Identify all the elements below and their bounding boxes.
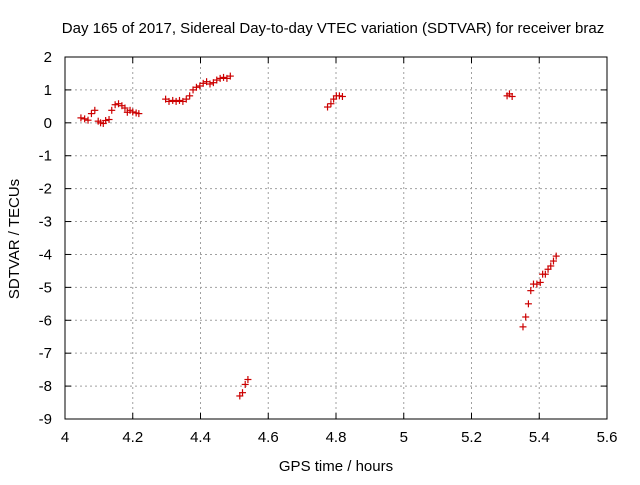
grid-lines [65,57,607,419]
data-point [206,80,214,88]
data-point [216,74,224,82]
data-marks [77,72,560,400]
data-point [519,323,527,331]
data-point [527,287,535,295]
y-tick-label: -6 [39,312,52,329]
y-tick-label: -3 [39,214,52,231]
y-tick-label: -8 [39,378,52,395]
y-tick-label: 0 [44,115,52,132]
data-point [192,83,200,91]
y-axis-label: SDTVAR / TECUs [6,179,23,299]
data-point [241,380,249,388]
data-point [108,106,116,114]
data-point [324,103,332,111]
data-point [547,262,555,270]
data-point [213,76,221,84]
data-point [199,79,207,87]
x-tick-label: 5 [400,429,408,446]
data-point [129,108,137,116]
data-point [338,92,346,100]
x-tick-label: 5.4 [529,429,550,446]
y-tick-label: 1 [44,82,52,99]
data-point [239,389,247,397]
data-point [84,116,92,124]
x-tick-label: 5.2 [461,429,482,446]
plot-frame [64,56,608,420]
data-point [508,92,516,100]
data-point [541,270,549,278]
data-point [186,92,194,100]
data-point [135,110,143,118]
data-point [552,252,560,260]
data-point [81,115,89,123]
data-point [220,73,228,81]
data-point [226,72,234,80]
x-tick-label: 4 [61,429,69,446]
data-point [102,117,110,125]
y-tick-label: -2 [39,181,52,198]
data-point [105,116,113,124]
y-tick-label: -4 [39,246,52,263]
data-point [244,376,252,384]
y-tick-label: -7 [39,345,52,362]
x-tick-label: 4.2 [122,429,143,446]
data-point [77,114,85,122]
x-tick-labels: 4 4.2 4.4 4.6 4.8 5 5.2 5.4 5.6 [61,429,618,446]
data-point [327,100,335,108]
x-tick-label: 4.4 [190,429,211,446]
data-point [524,300,532,308]
data-point [172,97,180,105]
data-point [175,96,183,104]
x-axis-label: GPS time / hours [279,458,393,475]
data-point [165,97,173,105]
y-tick-label: 2 [44,49,52,66]
data-point [549,257,557,265]
data-point [536,278,544,286]
data-point [522,313,530,321]
data-point [182,95,190,103]
x-tick-label: 4.8 [326,429,347,446]
chart-title: Day 165 of 2017, Sidereal Day-to-day VTE… [62,20,604,37]
data-point [87,110,95,118]
data-point [121,104,129,112]
data-point [169,96,177,104]
y-tick-label: -9 [39,411,52,428]
data-point [111,101,119,109]
y-tick-label: -5 [39,279,52,296]
data-point [335,92,343,100]
data-point [91,106,99,114]
data-point [533,280,541,288]
y-tick-labels: 2 1 0 -1 -2 -3 -4 -5 -6 -7 -8 -9 [39,49,52,428]
x-tick-label: 4.6 [258,429,279,446]
x-tick-label: 5.6 [597,429,618,446]
y-tick-label: -1 [39,148,52,165]
